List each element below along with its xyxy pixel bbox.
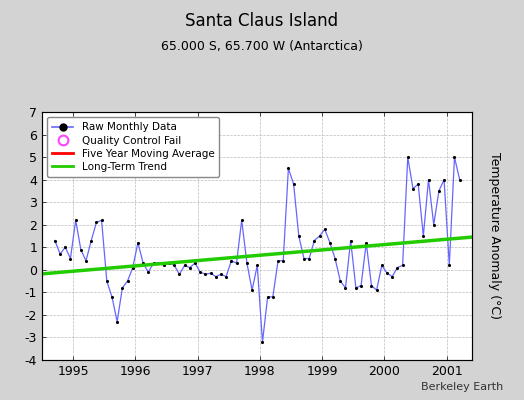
Point <box>144 269 152 275</box>
Point <box>253 262 261 268</box>
Point <box>222 273 231 280</box>
Point <box>232 260 241 266</box>
Point <box>201 271 210 278</box>
Y-axis label: Temperature Anomaly (°C): Temperature Anomaly (°C) <box>488 152 501 320</box>
Point <box>87 237 95 244</box>
Point <box>217 271 225 278</box>
Point <box>92 219 101 226</box>
Point <box>409 186 417 192</box>
Point <box>331 255 340 262</box>
Point <box>383 270 391 276</box>
Point <box>274 258 282 264</box>
Point <box>300 255 308 262</box>
Point <box>430 222 438 228</box>
Point <box>341 285 350 291</box>
Point <box>326 240 334 246</box>
Point <box>398 262 407 268</box>
Point <box>269 294 277 300</box>
Point <box>414 181 422 187</box>
Point <box>103 278 111 284</box>
Point <box>264 294 272 300</box>
Point <box>82 258 90 264</box>
Point <box>440 176 448 183</box>
Point <box>424 176 433 183</box>
Point <box>435 188 443 194</box>
Text: 65.000 S, 65.700 W (Antarctica): 65.000 S, 65.700 W (Antarctica) <box>161 40 363 53</box>
Point <box>97 217 106 224</box>
Point <box>305 255 313 262</box>
Point <box>149 260 158 266</box>
Point <box>191 260 199 266</box>
Point <box>139 260 147 266</box>
Point <box>61 244 70 250</box>
Point <box>346 237 355 244</box>
Point <box>66 255 74 262</box>
Point <box>128 264 137 271</box>
Text: Berkeley Earth: Berkeley Earth <box>421 382 503 392</box>
Point <box>160 262 168 268</box>
Point <box>450 154 458 160</box>
Point <box>206 270 215 276</box>
Point <box>175 271 183 278</box>
Point <box>170 262 179 268</box>
Point <box>279 258 288 264</box>
Point <box>310 237 319 244</box>
Point <box>258 339 267 345</box>
Point <box>243 260 251 266</box>
Point <box>113 318 122 325</box>
Point <box>237 217 246 224</box>
Point <box>155 260 163 266</box>
Point <box>196 269 204 275</box>
Point <box>134 240 142 246</box>
Point <box>289 181 298 187</box>
Point <box>336 278 344 284</box>
Point <box>388 273 396 280</box>
Point <box>419 233 428 239</box>
Point <box>212 273 220 280</box>
Point <box>248 287 256 293</box>
Point <box>393 264 401 271</box>
Point <box>51 237 59 244</box>
Point <box>123 278 132 284</box>
Point <box>357 282 365 289</box>
Point <box>373 287 381 293</box>
Point <box>321 226 329 232</box>
Point <box>455 176 464 183</box>
Point <box>445 262 453 268</box>
Point <box>294 233 303 239</box>
Point <box>315 233 324 239</box>
Point <box>284 165 292 172</box>
Point <box>367 282 376 289</box>
Text: Santa Claus Island: Santa Claus Island <box>185 12 339 30</box>
Point <box>403 154 412 160</box>
Point <box>352 285 360 291</box>
Point <box>378 262 386 268</box>
Point <box>227 258 236 264</box>
Point <box>185 264 194 271</box>
Point <box>71 217 80 224</box>
Point <box>56 251 64 257</box>
Legend: Raw Monthly Data, Quality Control Fail, Five Year Moving Average, Long-Term Tren: Raw Monthly Data, Quality Control Fail, … <box>47 117 220 177</box>
Point <box>108 294 116 300</box>
Point <box>77 246 85 253</box>
Point <box>118 285 127 291</box>
Point <box>362 240 370 246</box>
Point <box>180 262 189 268</box>
Point <box>165 260 173 266</box>
